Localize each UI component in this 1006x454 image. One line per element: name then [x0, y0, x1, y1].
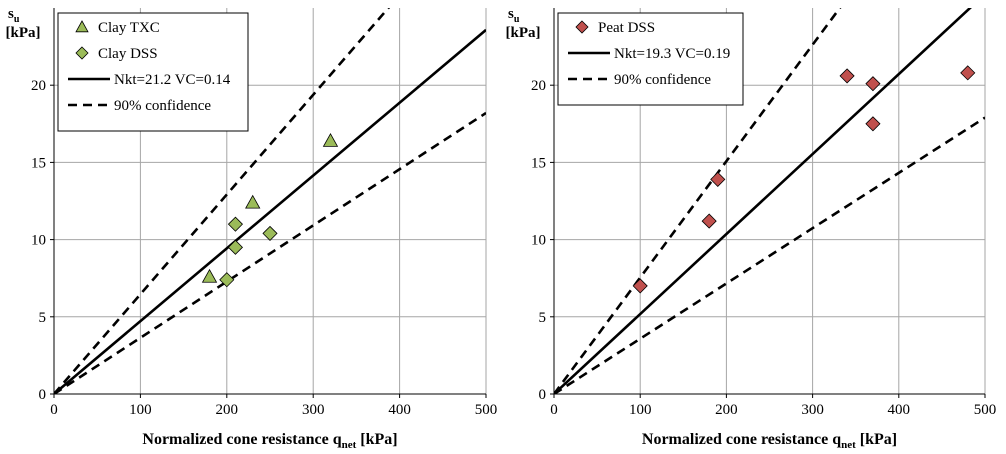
y-tick-label: 20	[31, 78, 46, 94]
y-axis-label-unit: [kPa]	[6, 25, 41, 41]
x-tick-label: 400	[888, 402, 911, 418]
y-axis-label-symbol: su	[508, 6, 520, 25]
data-point-diamond	[960, 65, 976, 81]
data-point-diamond	[219, 272, 235, 288]
legend-label: Peat DSS	[598, 20, 655, 36]
x-tick-label: 200	[715, 402, 738, 418]
y-axis-label-symbol: su	[8, 6, 20, 25]
x-tick-label: 100	[129, 402, 152, 418]
x-tick-label: 500	[974, 402, 997, 418]
data-point-diamond	[227, 239, 244, 255]
y-tick-label: 0	[39, 387, 47, 403]
confidence-line	[54, 111, 486, 394]
legend-label: Nkt=21.2 VC=0.14	[114, 72, 231, 88]
data-point-diamond	[701, 213, 717, 229]
legend-marker	[75, 46, 89, 60]
data-point-diamond	[710, 171, 726, 187]
legend-marker	[75, 20, 89, 33]
x-tick-label: 0	[550, 402, 558, 418]
y-tick-label: 20	[531, 78, 546, 94]
x-axis-label: Normalized cone resistance qnet [kPa]	[642, 431, 897, 451]
chart-panel-2: 0 100 200 300 400 500 0 5 10 15 20 Normalized cone …	[506, 6, 997, 451]
trend-line	[554, 8, 972, 394]
legend-label: Clay TXC	[98, 20, 160, 36]
trend-line	[54, 28, 486, 394]
confidence-line	[554, 116, 985, 394]
chart-panel-1: 0 100 200 300 400 500 0 5 10 15 20 Normalized cone …	[6, 6, 498, 451]
x-tick-label: 100	[629, 402, 652, 418]
legend-box	[557, 12, 744, 106]
x-tick-label: 500	[475, 402, 498, 418]
confidence-line	[554, 8, 842, 394]
plot-area	[54, 8, 486, 394]
legend: Peat DSS Nkt=19.3 VC=0.19 90% confidence	[557, 12, 744, 106]
data-point-diamond	[839, 68, 855, 84]
data-point-diamond	[865, 76, 881, 92]
x-tick-label: 300	[302, 402, 325, 418]
legend-label: 90% confidence	[614, 72, 711, 88]
y-tick-label: 5	[539, 310, 547, 326]
legend: Clay TXC Clay DSS Nkt=21.2 VC=0.14 90% conf…	[57, 12, 249, 132]
data-point-diamond	[632, 278, 648, 294]
y-tick-label: 10	[531, 233, 546, 249]
legend-box	[57, 12, 249, 132]
legend-marker	[575, 20, 589, 34]
x-tick-label: 300	[801, 402, 824, 418]
x-tick-label: 0	[50, 402, 58, 418]
data-point-diamond	[227, 216, 244, 232]
y-tick-label: 15	[31, 155, 46, 171]
y-tick-label: 15	[531, 155, 546, 171]
data-point-triangle	[201, 268, 218, 283]
legend-label: 90% confidence	[114, 98, 211, 114]
x-axis-label: Normalized cone resistance qnet [kPa]	[142, 431, 397, 451]
y-tick-label: 10	[31, 233, 46, 249]
y-tick-label: 0	[539, 387, 547, 403]
y-tick-label: 5	[39, 310, 47, 326]
x-tick-label: 400	[388, 402, 411, 418]
legend-label: Clay DSS	[98, 46, 158, 62]
data-point-triangle	[322, 132, 339, 147]
confidence-line	[54, 8, 391, 394]
x-tick-label: 200	[216, 402, 239, 418]
plot-area	[554, 8, 985, 394]
legend-label: Nkt=19.3 VC=0.19	[614, 46, 730, 62]
data-point-triangle	[245, 194, 261, 209]
data-point-diamond	[865, 116, 881, 132]
y-axis-label-unit: [kPa]	[506, 25, 541, 41]
data-point-diamond	[262, 225, 278, 241]
